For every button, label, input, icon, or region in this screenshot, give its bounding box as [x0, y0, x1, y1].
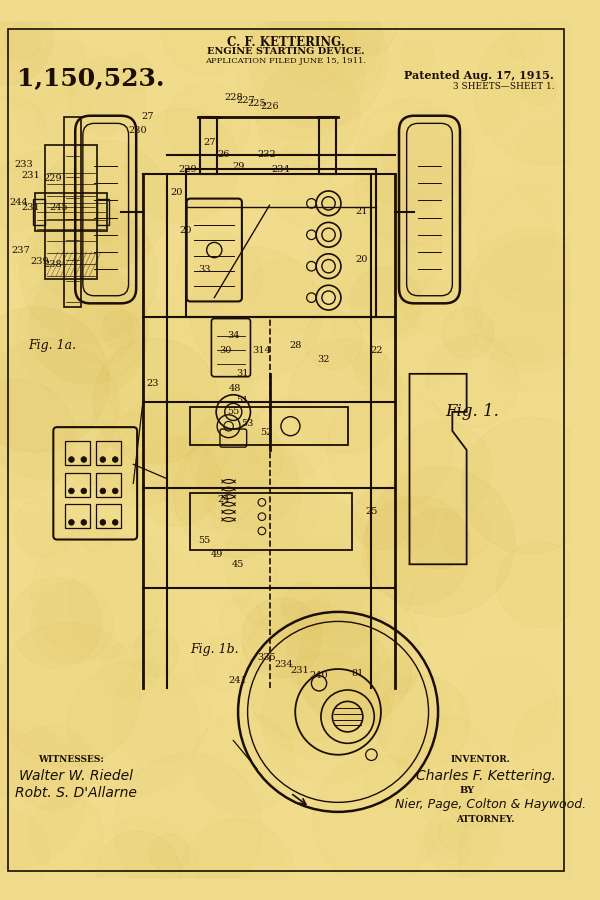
- Circle shape: [100, 488, 106, 494]
- Text: 229: 229: [178, 165, 197, 174]
- Text: 29: 29: [232, 162, 244, 171]
- Text: 3 SHEETS—SHEET 1.: 3 SHEETS—SHEET 1.: [452, 82, 554, 91]
- Text: 32: 32: [317, 355, 330, 364]
- Text: Walter W. Riedel: Walter W. Riedel: [19, 769, 133, 783]
- Text: 230: 230: [129, 127, 148, 136]
- Bar: [65, 472, 89, 497]
- Text: INVENTOR.: INVENTOR.: [451, 755, 511, 764]
- Text: 20: 20: [356, 255, 368, 264]
- Text: 228: 228: [224, 93, 242, 102]
- Text: WITNESSES:: WITNESSES:: [38, 755, 104, 764]
- Text: 53: 53: [241, 418, 254, 427]
- Bar: [65, 441, 89, 465]
- Text: 23: 23: [146, 379, 158, 388]
- Circle shape: [68, 519, 74, 526]
- Text: 27: 27: [203, 138, 216, 147]
- Text: 26: 26: [218, 150, 230, 159]
- Text: 33: 33: [199, 265, 211, 274]
- Text: 227: 227: [236, 96, 255, 105]
- Bar: [200, 117, 217, 174]
- Text: Robt. S. D'Allarne: Robt. S. D'Allarne: [15, 786, 137, 800]
- Text: 234: 234: [272, 165, 290, 174]
- Text: Nier, Page, Colton & Haywood.: Nier, Page, Colton & Haywood.: [395, 797, 586, 811]
- Text: Charles F. Kettering.: Charles F. Kettering.: [416, 769, 556, 783]
- Circle shape: [112, 456, 118, 463]
- Text: 27: 27: [142, 112, 154, 122]
- Text: 314: 314: [253, 346, 271, 355]
- Bar: [96, 441, 121, 465]
- Bar: [65, 504, 89, 528]
- Text: 229: 229: [43, 174, 62, 183]
- Text: 241: 241: [229, 676, 247, 685]
- Bar: [34, 199, 45, 225]
- Circle shape: [81, 488, 86, 494]
- Text: 25: 25: [365, 508, 377, 517]
- Text: 234: 234: [274, 660, 293, 669]
- Text: 231: 231: [290, 666, 310, 675]
- Text: 28: 28: [289, 341, 301, 350]
- Text: ENGINE STARTING DEVICE.: ENGINE STARTING DEVICE.: [207, 48, 364, 57]
- Text: ATTORNEY.: ATTORNEY.: [457, 815, 515, 824]
- Text: Fig. 1b.: Fig. 1b.: [190, 644, 239, 656]
- Circle shape: [68, 488, 74, 494]
- Bar: [190, 407, 347, 446]
- Text: 31: 31: [236, 369, 249, 378]
- Text: 48: 48: [229, 383, 241, 392]
- Text: 239: 239: [31, 256, 49, 266]
- Text: 232: 232: [257, 150, 276, 159]
- Bar: [186, 169, 376, 317]
- Text: APPLICATION FILED JUNE 15, 1911.: APPLICATION FILED JUNE 15, 1911.: [205, 58, 366, 66]
- Text: 244: 244: [10, 198, 28, 207]
- Text: C. F. KETTERING.: C. F. KETTERING.: [227, 36, 344, 49]
- Text: 55: 55: [227, 408, 239, 417]
- Text: 30: 30: [220, 346, 232, 355]
- Bar: [96, 504, 121, 528]
- Text: 237: 237: [11, 246, 31, 255]
- Text: 22: 22: [370, 346, 382, 355]
- Text: 49: 49: [211, 550, 223, 559]
- Text: 52: 52: [260, 428, 273, 437]
- Text: 231: 231: [21, 202, 40, 211]
- Text: BY: BY: [459, 787, 474, 796]
- Text: 55: 55: [199, 536, 211, 545]
- Text: 335: 335: [257, 653, 276, 662]
- Bar: [64, 117, 81, 307]
- Text: 51: 51: [236, 396, 249, 405]
- Circle shape: [112, 488, 118, 494]
- Bar: [190, 493, 352, 550]
- Circle shape: [112, 519, 118, 526]
- Circle shape: [81, 519, 86, 526]
- Text: 225: 225: [248, 99, 266, 108]
- Text: 24: 24: [218, 495, 230, 504]
- Text: 226: 226: [260, 102, 279, 111]
- Bar: [35, 193, 107, 231]
- Text: 20: 20: [170, 188, 182, 197]
- Text: 21: 21: [356, 207, 368, 216]
- Circle shape: [100, 519, 106, 526]
- Text: 20: 20: [179, 227, 192, 236]
- Text: 238: 238: [43, 260, 62, 269]
- Text: 34: 34: [227, 331, 239, 340]
- Text: Fig. 1a.: Fig. 1a.: [29, 338, 77, 352]
- Text: 45: 45: [232, 560, 244, 569]
- Circle shape: [68, 456, 74, 463]
- Text: 233: 233: [14, 160, 33, 169]
- Text: 245: 245: [50, 202, 68, 211]
- Text: 231: 231: [21, 171, 40, 180]
- Bar: [45, 145, 97, 279]
- Bar: [319, 117, 336, 174]
- Text: Fig. 1.: Fig. 1.: [446, 403, 500, 420]
- Circle shape: [81, 456, 86, 463]
- Text: 240: 240: [310, 671, 328, 680]
- Text: 1,150,523.: 1,150,523.: [17, 67, 164, 91]
- Bar: [97, 199, 109, 225]
- Text: Patented Aug. 17, 1915.: Patented Aug. 17, 1915.: [404, 70, 554, 81]
- Bar: [96, 472, 121, 497]
- Text: 81: 81: [351, 670, 364, 679]
- Circle shape: [100, 456, 106, 463]
